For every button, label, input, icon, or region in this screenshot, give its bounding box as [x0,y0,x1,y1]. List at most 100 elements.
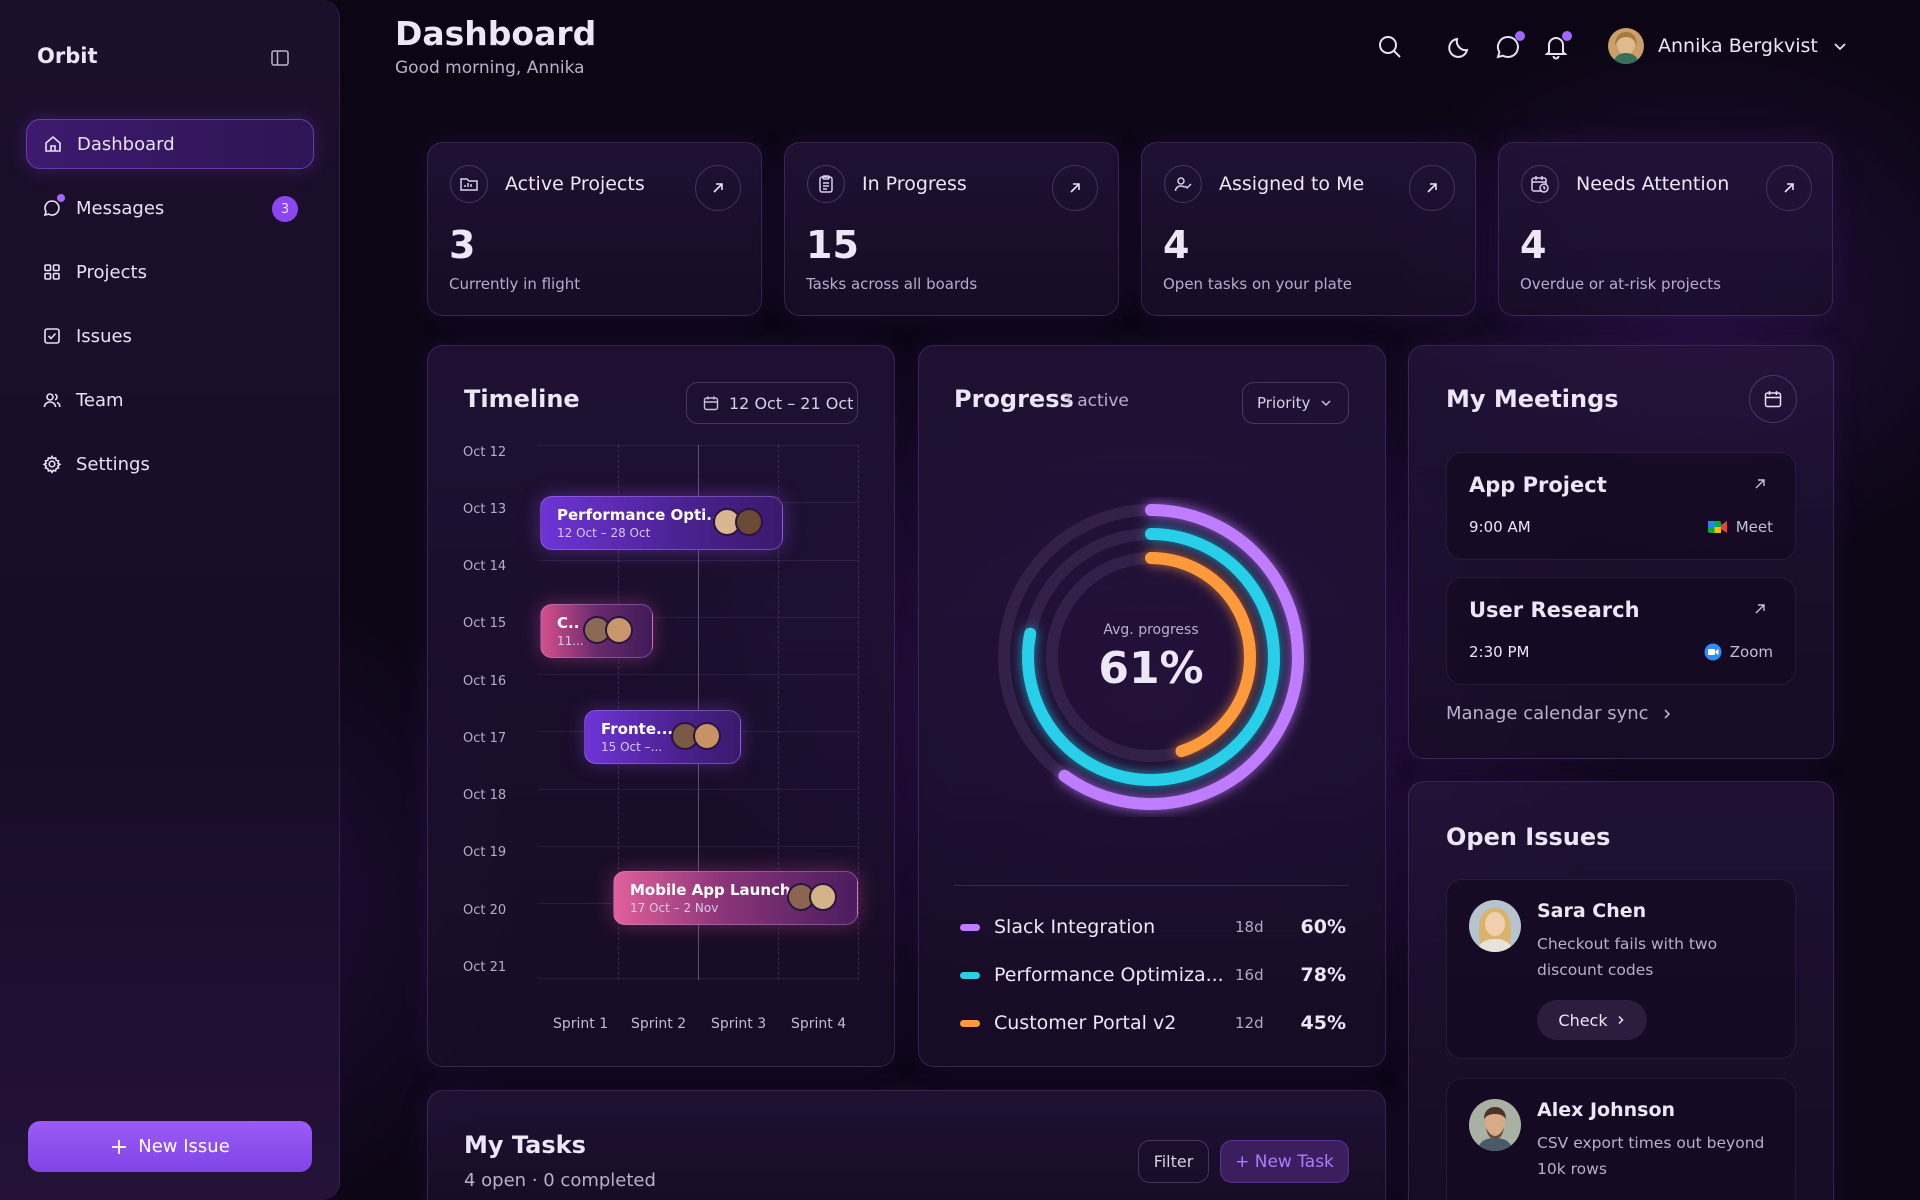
sidebar-item-settings[interactable]: Settings [26,439,314,489]
stat-card-assigned-to-me[interactable]: Assigned to Me 4 Open tasks on your plat… [1141,142,1476,316]
stat-card-active-projects[interactable]: Active Projects 3 Currently in flight [427,142,762,316]
sidebar: Orbit Dashboard Messages 3 Projects Issu… [0,0,340,1200]
search-icon[interactable] [1377,34,1403,60]
avatar [671,722,699,750]
unread-dot [57,194,65,202]
new-issue-label: New Issue [138,1136,230,1157]
stat-card-in-progress[interactable]: In Progress 15 Tasks across all boards [784,142,1119,316]
avg-progress-value: 61% [1098,643,1204,694]
progress-active-count: 3 active [1061,391,1129,411]
arrow-up-right-icon[interactable] [1753,602,1767,616]
sprint-label: Sprint 3 [711,1016,767,1032]
meeting-platform: Zoom [1704,643,1773,661]
bar-dates: 15 Oct –... [601,740,663,754]
timeline-date: Oct 16 [463,674,507,689]
timeline-card [427,345,895,1067]
avatar [1469,1099,1521,1151]
stat-title: In Progress [862,173,967,195]
new-task-button[interactable]: + New Task [1220,1140,1349,1183]
notification-dot [1562,31,1572,41]
progress-ring-performance [1022,528,1280,786]
sidebar-item-messages[interactable]: Messages 3 [26,183,314,233]
meeting-platform-label: Zoom [1729,643,1773,661]
user-menu[interactable]: Annika Bergkvist [1608,28,1848,64]
issue-item-alex-johnson[interactable]: Alex Johnson CSV export times out beyond… [1446,1078,1796,1200]
stat-value: 4 [1520,223,1547,267]
bar-dates: 17 Oct – 2 Nov [630,901,719,915]
check-button[interactable]: Check [1537,1000,1647,1040]
chat-bubble-icon[interactable] [1495,34,1521,60]
arrow-up-right-icon[interactable] [1409,165,1455,211]
new-task-label: + New Task [1235,1151,1334,1172]
sidebar-item-team[interactable]: Team [26,375,314,425]
date-range-text: 12 Oct – 21 Oct [729,393,854,413]
timeline-date-range[interactable]: 12 Oct – 21 Oct [686,382,858,424]
stat-subtitle: Overdue or at-risk projects [1520,275,1721,293]
bell-icon[interactable] [1543,34,1569,60]
chevron-right-icon [1663,708,1670,719]
timeline-date: Oct 21 [463,960,507,975]
timeline-bar-performance[interactable]: Performance Opti... 12 Oct – 28 Oct [540,496,783,550]
folder-chart-icon [450,165,488,203]
moon-icon[interactable] [1447,34,1473,60]
sidebar-nav: Dashboard Messages 3 Projects Issues Tea… [26,119,314,503]
arrow-up-right-icon[interactable] [695,165,741,211]
arrow-up-right-icon[interactable] [1753,477,1767,491]
manage-calendar-label: Manage calendar sync [1446,703,1649,724]
brand-logo: Orbit [37,44,98,68]
avatar [1469,900,1521,952]
sprint-label: Sprint 4 [791,1016,847,1032]
sidebar-item-label: Team [76,389,124,411]
progress-legend-item[interactable]: Slack Integration 18d 60% [960,916,1346,940]
legend-days: 18d [1235,918,1264,936]
arrow-up-right-icon[interactable] [1052,165,1098,211]
issue-text: CSV export times out beyond 10k rows [1537,1134,1765,1178]
new-issue-button[interactable]: New Issue [28,1121,312,1172]
gear-icon [42,455,62,474]
stat-title: Active Projects [505,173,645,195]
stat-card-needs-attention[interactable]: Needs Attention 4 Overdue or at-risk pro… [1498,142,1833,316]
timeline-date: Oct 17 [463,731,507,746]
progress-title: Progress [954,385,1074,413]
my-tasks-title: My Tasks [464,1131,586,1159]
filter-button[interactable]: Filter [1138,1140,1209,1183]
chat-icon [43,200,60,217]
calendar-button[interactable] [1749,375,1797,423]
legend-days: 12d [1235,1014,1264,1032]
open-issues-title: Open Issues [1446,823,1611,851]
timeline-date: Oct 18 [463,788,507,803]
calendar-icon [1764,391,1782,408]
sidebar-item-label: Dashboard [77,133,175,155]
progress-legend-item[interactable]: Performance Optimiza... 16d 78% [960,964,1346,988]
sidebar-item-issues[interactable]: Issues [26,311,314,361]
arrow-up-right-icon[interactable] [1766,165,1812,211]
meeting-item-app-project[interactable]: App Project 9:00 AM Meet [1446,452,1796,560]
priority-dropdown[interactable]: Priority [1242,382,1349,424]
sidebar-item-dashboard[interactable]: Dashboard [26,119,314,169]
timeline-date: Oct 15 [463,616,507,631]
issue-text: Checkout fails with two discount codes [1537,935,1718,979]
user-name: Annika Bergkvist [1658,35,1818,57]
sprint-label: Sprint 1 [553,1016,609,1032]
meeting-title: User Research [1469,598,1640,622]
sidebar-item-label: Projects [76,261,147,283]
meeting-item-user-research[interactable]: User Research 2:30 PM Zoom [1446,577,1796,685]
meeting-time: 2:30 PM [1469,643,1530,661]
timeline-bar-frontend[interactable]: Fronte... 15 Oct –... [584,710,741,764]
sidebar-toggle-icon[interactable] [270,48,290,68]
home-icon [45,135,61,152]
chat-unread-dot [1515,31,1525,41]
sidebar-item-projects[interactable]: Projects [26,247,314,297]
progress-rings [998,504,1304,810]
stat-subtitle: Tasks across all boards [806,275,978,293]
stat-title: Assigned to Me [1219,173,1365,195]
bar-dates: 11... [557,634,584,648]
progress-ring-portal [1046,552,1256,762]
issue-item-sara-chen[interactable]: Sara Chen Checkout fails with two discou… [1446,879,1796,1059]
bar-title: Performance Opti... [557,506,724,524]
manage-calendar-sync-link[interactable]: Manage calendar sync [1446,703,1673,724]
stat-subtitle: Currently in flight [449,275,581,293]
progress-legend-item[interactable]: Customer Portal v2 12d 45% [960,1012,1346,1036]
timeline-bar-mobile-app-launch[interactable]: Mobile App Launch 17 Oct – 2 Nov [613,871,858,925]
timeline-bar-c[interactable]: C.. 11... [540,604,653,658]
